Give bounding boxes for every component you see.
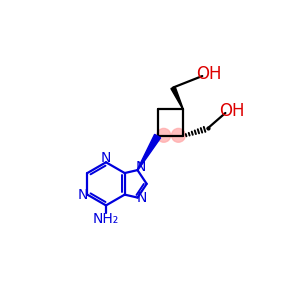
Text: N: N bbox=[77, 188, 88, 202]
Circle shape bbox=[172, 128, 185, 142]
Text: NH₂: NH₂ bbox=[93, 212, 119, 226]
Text: N: N bbox=[135, 160, 146, 174]
Circle shape bbox=[157, 128, 171, 142]
Text: OH: OH bbox=[196, 65, 222, 83]
Text: N: N bbox=[137, 191, 147, 206]
Polygon shape bbox=[171, 87, 183, 109]
Text: N: N bbox=[101, 151, 111, 165]
Polygon shape bbox=[137, 134, 160, 170]
Text: OH: OH bbox=[220, 102, 245, 120]
